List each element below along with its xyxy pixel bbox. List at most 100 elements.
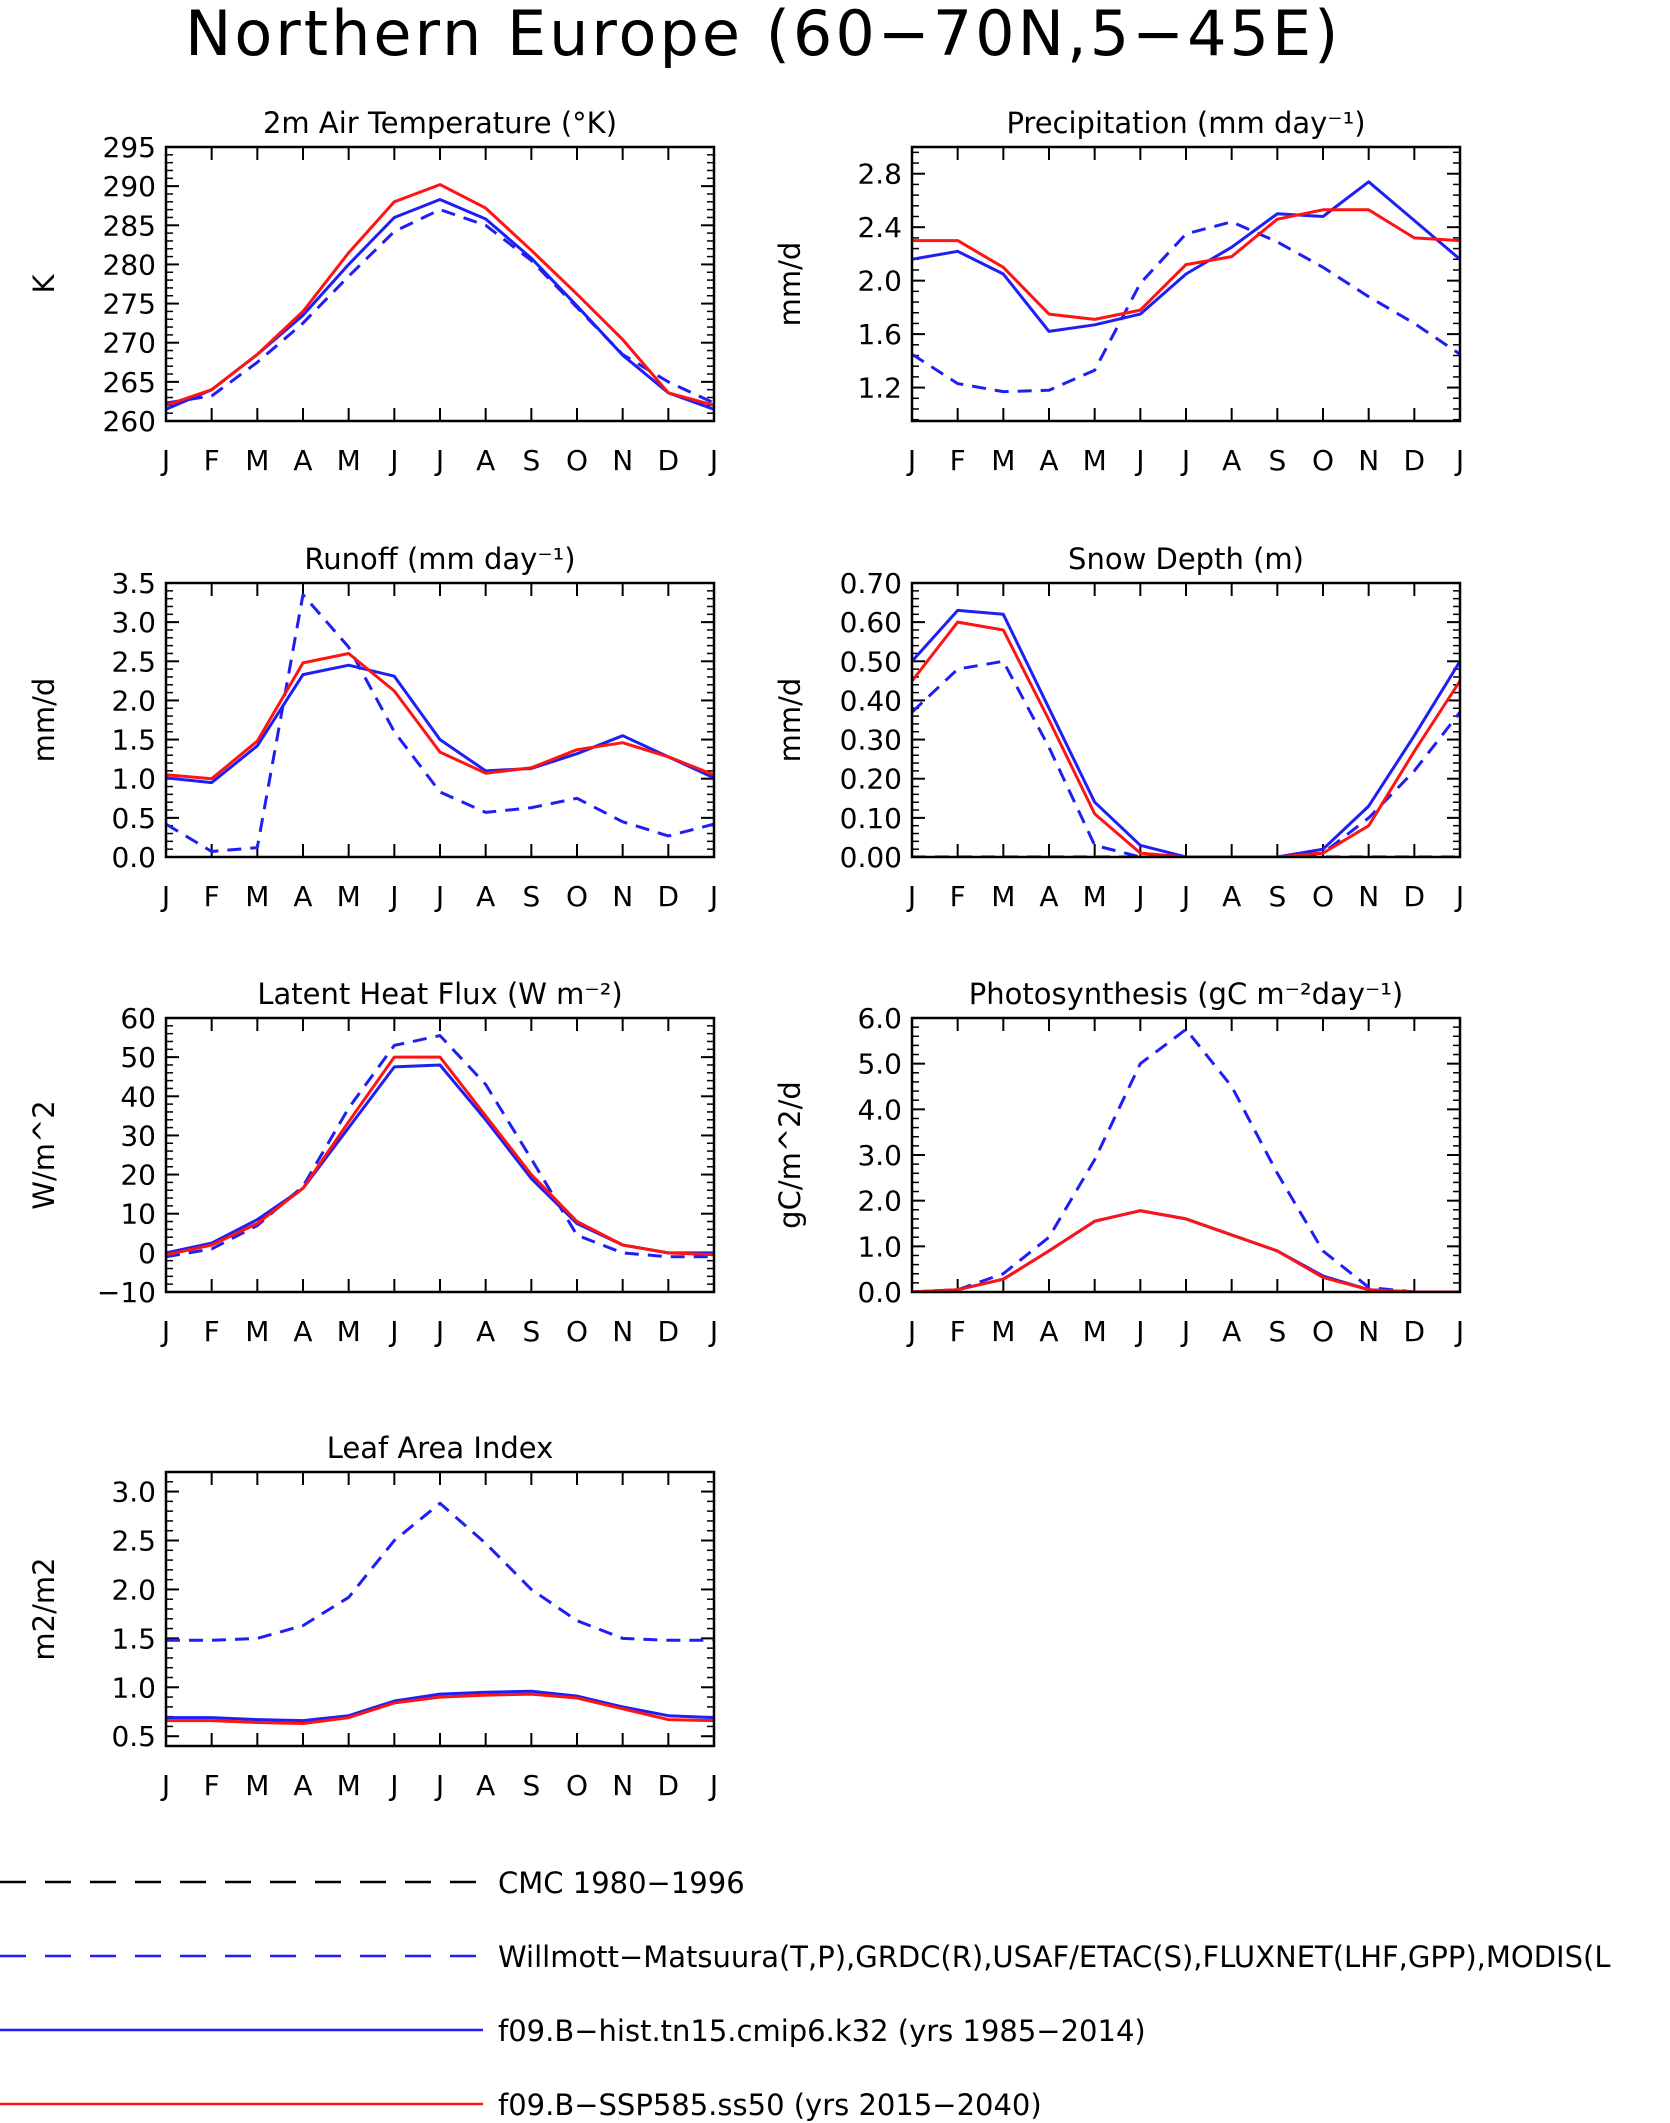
series-line-hist <box>166 198 714 411</box>
series-line-hist <box>912 180 1460 333</box>
x-tick-label: F <box>950 880 966 913</box>
y-tick-label: 0.60 <box>840 606 902 639</box>
x-tick-label: S <box>1268 1315 1286 1348</box>
y-tick-label: 0.0 <box>111 841 156 874</box>
plot-frame <box>910 1016 1462 1294</box>
x-tick-label: J <box>434 444 444 477</box>
series-line-obs <box>912 1027 1460 1292</box>
x-tick-label: S <box>522 880 540 913</box>
y-tick-label: 295 <box>103 131 156 164</box>
x-tick-label: A <box>476 880 495 913</box>
y-tick-label: 2.5 <box>111 645 156 678</box>
y-tick-label: 3.0 <box>111 606 156 639</box>
x-tick-label: J <box>388 880 398 913</box>
main-title: Northern Europe (60−70N,5−45E) <box>185 0 1341 70</box>
x-tick-label: D <box>658 1315 680 1348</box>
panel-title: Latent Heat Flux (W m⁻²) <box>257 977 622 1011</box>
x-tick-label: J <box>1454 444 1464 477</box>
y-tick-label: 2.0 <box>857 265 902 298</box>
chart-panel: Photosynthesis (gC m⁻²day⁻¹) 0.0 1.0 2.0 3.0… <box>773 977 1464 1348</box>
x-tick-label: N <box>612 1769 633 1802</box>
x-tick-label: S <box>522 1769 540 1802</box>
x-tick-label: D <box>658 880 680 913</box>
y-tick-label: 1.0 <box>857 1230 902 1263</box>
series-line-ssp <box>166 652 714 781</box>
x-tick-label: J <box>388 1769 398 1802</box>
legend-item: f09.B−hist.tn15.cmip6.k32 (yrs 1985−2014… <box>0 2014 1146 2048</box>
plot-frame <box>164 581 716 859</box>
y-tick-label: 265 <box>103 366 156 399</box>
y-tick-label: 0.20 <box>840 763 902 796</box>
x-tick-label: J <box>1134 444 1144 477</box>
y-tick-label: 1.0 <box>111 1671 156 1704</box>
x-tick-label: M <box>245 1769 269 1802</box>
x-tick-label: F <box>950 1315 966 1348</box>
series-line-obs <box>166 1501 714 1642</box>
y-tick-label: 280 <box>103 248 156 281</box>
y-axis-label: mm/d <box>773 678 807 763</box>
series-line-hist <box>166 1689 714 1723</box>
x-tick-label: M <box>245 1315 269 1348</box>
x-tick-label: F <box>204 880 220 913</box>
series-line-ssp <box>166 1055 714 1257</box>
x-tick-label: O <box>566 880 588 913</box>
x-tick-label: M <box>337 444 361 477</box>
y-tick-label: 0.0 <box>857 1276 902 1309</box>
y-tick-label: 3.0 <box>111 1476 156 1509</box>
x-tick-label: A <box>1039 1315 1058 1348</box>
x-tick-label: D <box>1404 444 1426 477</box>
y-tick-label: 2.0 <box>857 1185 902 1218</box>
y-tick-label: 1.5 <box>111 1622 156 1655</box>
x-tick-label: J <box>160 880 170 913</box>
x-tick-label: J <box>388 1315 398 1348</box>
legend-label: CMC 1980−1996 <box>498 1866 745 1900</box>
series-line-ssp <box>166 183 714 407</box>
x-tick-label: J <box>434 880 444 913</box>
y-tick-label: 0.5 <box>111 802 156 835</box>
x-tick-label: J <box>1180 1315 1190 1348</box>
y-tick-label: 0.10 <box>840 802 902 835</box>
x-tick-label: S <box>1268 444 1286 477</box>
x-tick-label: M <box>991 880 1015 913</box>
x-tick-label: A <box>1039 880 1058 913</box>
y-axis-label: m2/m2 <box>27 1557 61 1660</box>
series-line-obs <box>912 659 1460 857</box>
panel-title: 2m Air Temperature (°K) <box>263 106 617 140</box>
series-line-obs <box>166 1034 714 1259</box>
y-tick-label: 2.8 <box>857 158 902 191</box>
x-tick-label: O <box>1312 1315 1334 1348</box>
panel-title: Runoff (mm day⁻¹) <box>304 542 575 576</box>
y-tick-label: 3.0 <box>857 1139 902 1172</box>
x-tick-label: J <box>1134 880 1144 913</box>
chart-panel: 2m Air Temperature (°K) 260 265 270 275 280 28… <box>27 106 718 477</box>
y-tick-label: 0.40 <box>840 684 902 717</box>
panel-title: Leaf Area Index <box>327 1431 553 1465</box>
x-tick-label: A <box>476 444 495 477</box>
chart-panel: Runoff (mm day⁻¹) 0.0 0.5 1.0 1.5 2.0 2.5 3.0 3.… <box>27 542 718 913</box>
x-tick-label: F <box>204 1315 220 1348</box>
x-tick-label: D <box>1404 880 1426 913</box>
series-line-ssp <box>912 208 1460 321</box>
x-tick-label: J <box>708 880 718 913</box>
x-tick-label: M <box>337 1315 361 1348</box>
x-tick-label: D <box>658 1769 680 1802</box>
x-tick-label: S <box>1268 880 1286 913</box>
y-tick-label: 0.30 <box>840 724 902 757</box>
x-tick-label: J <box>160 1315 170 1348</box>
x-tick-label: J <box>906 880 916 913</box>
x-tick-label: F <box>950 444 966 477</box>
y-tick-label: 5.0 <box>857 1048 902 1081</box>
series-line-hist <box>166 1063 714 1255</box>
x-tick-label: M <box>991 444 1015 477</box>
panel-title: Photosynthesis (gC m⁻²day⁻¹) <box>969 977 1403 1011</box>
x-tick-label: J <box>1180 880 1190 913</box>
y-tick-label: 60 <box>120 1002 156 1035</box>
x-tick-label: A <box>293 444 312 477</box>
chart-panel: Precipitation (mm day⁻¹) 1.2 1.6 2.0 2.4 2.8 J… <box>773 106 1464 477</box>
legend-item: f09.B−SSP585.ss50 (yrs 2015−2040) <box>0 2088 1042 2122</box>
plot-frame <box>164 145 716 423</box>
y-tick-label: 0.70 <box>840 567 902 600</box>
series-line-hist <box>912 608 1460 857</box>
x-tick-label: N <box>612 444 633 477</box>
